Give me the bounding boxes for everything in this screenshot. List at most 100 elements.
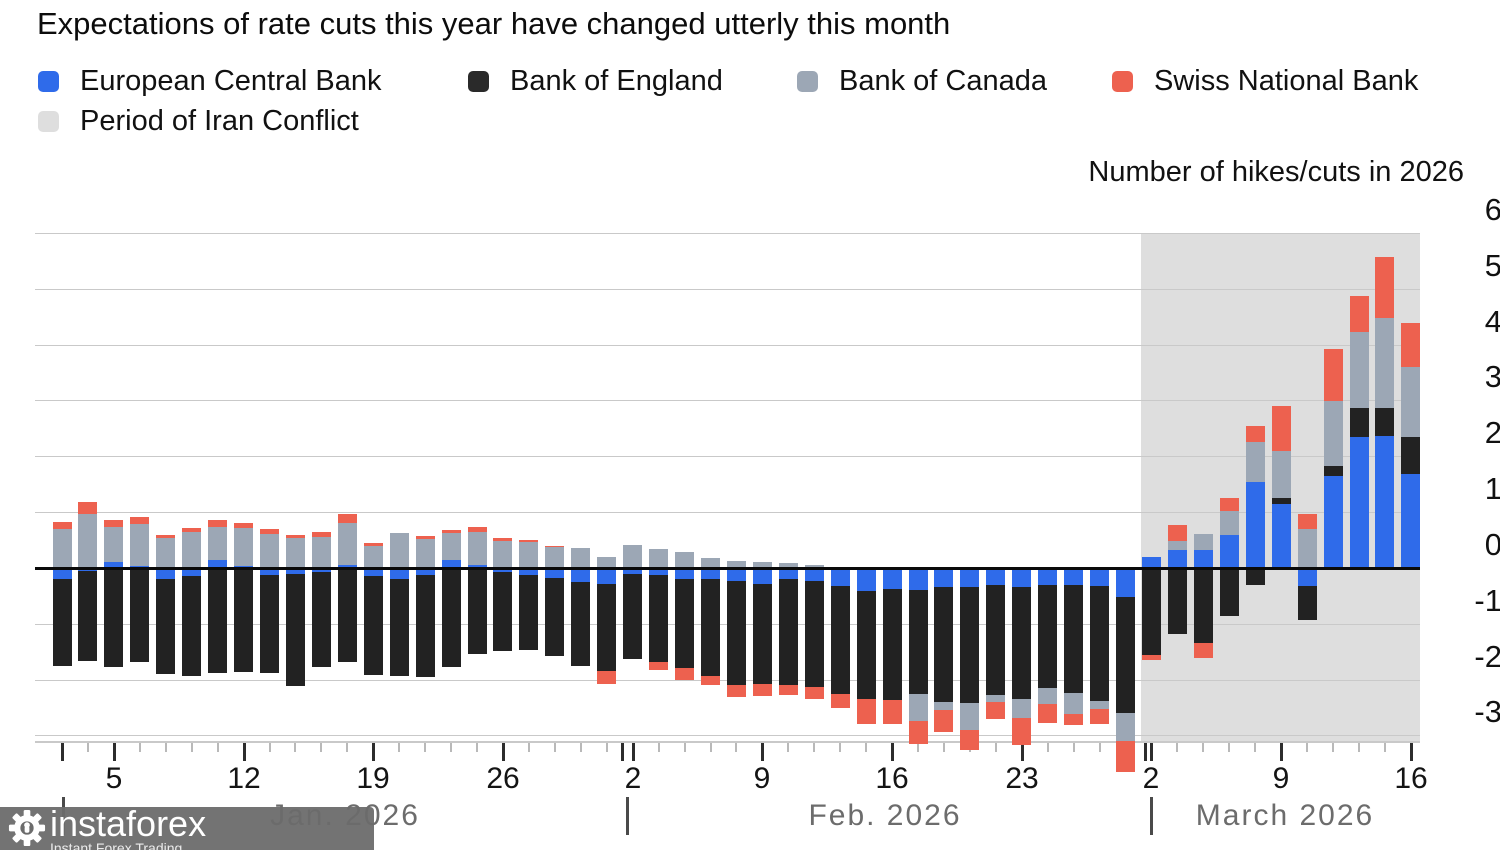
bar-jan6-snb	[130, 516, 150, 524]
bar-feb6-snb	[726, 685, 746, 698]
bar-mar12-boc	[1349, 331, 1369, 409]
bar-feb3-boc	[649, 548, 669, 568]
y-tick-label-0: 0	[1484, 527, 1500, 562]
bar-jan29-boc	[571, 547, 591, 568]
page-title: Expectations of rate cuts this year have…	[37, 6, 951, 41]
legend-label: Bank of Canada	[839, 64, 1047, 97]
bar-feb5-boe	[701, 579, 720, 676]
bar-jan26-boc	[493, 540, 513, 568]
legend-label: European Central Bank	[80, 64, 382, 97]
bar-jan27-boe	[519, 574, 539, 650]
bar-jan30-boe	[597, 583, 617, 671]
bar-feb17-boe	[908, 589, 928, 695]
bar-jan29-ecb	[571, 567, 591, 583]
bar-jan16-boe	[337, 567, 357, 662]
bar-jan9-ecb	[208, 559, 228, 568]
bar-jan16-boc	[337, 522, 357, 566]
watermark-brand: instaforex	[50, 803, 207, 844]
bar-mar4-boc	[1193, 533, 1213, 550]
legend-label: Swiss National Bank	[1154, 64, 1419, 97]
bar-feb12-ecb	[830, 567, 850, 587]
bar-jan22-snb	[441, 529, 461, 534]
bar-feb16-ecb	[882, 567, 902, 589]
x-day-label-2: 2	[1142, 762, 1160, 795]
x-minor-tick-jan14	[294, 743, 296, 752]
bar-feb4-boc	[675, 551, 695, 568]
bar-jan28-ecb	[545, 567, 565, 578]
x-major-tick-feb23	[1021, 743, 1024, 761]
bar-feb11-boe	[804, 580, 824, 687]
x-minor-tick-jan23	[476, 743, 478, 752]
bar-mar4-ecb	[1193, 549, 1213, 568]
bar-feb11-snb	[804, 686, 824, 700]
bar-jan20-ecb	[389, 567, 409, 580]
bar-feb20-boc	[986, 694, 1006, 703]
bar-mar10-boe	[1297, 586, 1317, 621]
bar-feb18-snb	[934, 709, 954, 733]
bar-feb18-ecb	[934, 567, 954, 588]
bar-jan30-ecb	[597, 567, 617, 584]
bar-jan6-boe	[130, 567, 150, 662]
bar-feb11-ecb	[804, 567, 824, 581]
x-minor-tick-jan8	[191, 743, 193, 752]
bar-jan2-boc	[78, 513, 98, 568]
bar-feb25-boc	[1064, 692, 1084, 714]
bar-feb10-ecb	[778, 567, 798, 580]
month-separator	[626, 797, 629, 835]
bar-jan12-boe	[234, 567, 254, 672]
x-minor-tick-feb18	[943, 743, 945, 752]
bar-mar2-snb	[1141, 655, 1161, 661]
bar-mar3-snb	[1167, 524, 1187, 542]
bar-feb25-snb	[1064, 713, 1084, 725]
watermark-tagline: Instant Forex Trading	[50, 840, 183, 850]
y-tick-label--3: -3	[1474, 694, 1500, 729]
bar-feb23-boe	[1012, 586, 1032, 699]
x-day-label-2: 2	[624, 762, 642, 795]
bar-feb17-ecb	[908, 567, 928, 590]
bar-feb26-boc	[1090, 700, 1110, 710]
bar-jan19-ecb	[363, 567, 383, 577]
legend-item-ecb: European Central Bank	[38, 64, 381, 98]
legend-item-snb: Swiss National Bank	[1112, 64, 1418, 98]
bar-feb4-snb	[675, 668, 695, 680]
x-major-tick-jan26	[502, 743, 505, 761]
gridline-3	[35, 400, 1420, 401]
bar-feb18-boc	[934, 701, 954, 710]
y-tick-label-3: 3	[1484, 359, 1500, 394]
x-day-label-9: 9	[753, 762, 771, 795]
bar-jan19-boe	[363, 576, 383, 675]
bar-jan12-snb	[234, 522, 254, 528]
bar-mar10-ecb	[1297, 567, 1317, 587]
y-tick-label-4: 4	[1484, 304, 1500, 339]
bar-jan16-ecb	[337, 565, 357, 568]
bar-jan1-boe	[52, 579, 72, 666]
bar-jan26-snb	[493, 538, 513, 541]
bar-feb9-snb	[752, 684, 772, 697]
x-minor-tick-feb11	[813, 743, 815, 752]
bar-feb4-ecb	[675, 567, 695, 580]
x-day-label-9: 9	[1272, 762, 1290, 795]
legend-chip-snb	[1112, 70, 1133, 92]
bar-feb24-boc	[1038, 687, 1058, 704]
bar-jan22-boe	[441, 567, 461, 668]
bar-jan26-boe	[493, 571, 513, 652]
y-tick-label--2: -2	[1474, 639, 1500, 674]
bar-feb20-ecb	[986, 567, 1006, 586]
bar-jan13-snb	[260, 528, 280, 534]
bar-feb2-boc	[623, 545, 643, 568]
bar-mar10-snb	[1297, 513, 1317, 529]
gridline-5	[35, 289, 1420, 290]
x-minor-tick-jan30	[606, 743, 608, 752]
bar-feb18-boe	[934, 587, 954, 702]
x-minor-tick-jan21	[424, 743, 426, 752]
bar-jan9-boe	[208, 567, 228, 673]
bar-mar3-boe	[1167, 567, 1187, 634]
bar-mar5-boc	[1219, 511, 1239, 535]
x-minor-tick-jan28	[554, 743, 556, 752]
x-major-tick-feb2	[632, 743, 635, 761]
bar-jan2-snb	[78, 502, 98, 514]
x-minor-tick-mar13	[1384, 743, 1386, 752]
bar-jan15-ecb	[311, 567, 331, 573]
bar-feb27-boe	[1116, 596, 1136, 714]
instaforex-logo	[8, 809, 46, 847]
